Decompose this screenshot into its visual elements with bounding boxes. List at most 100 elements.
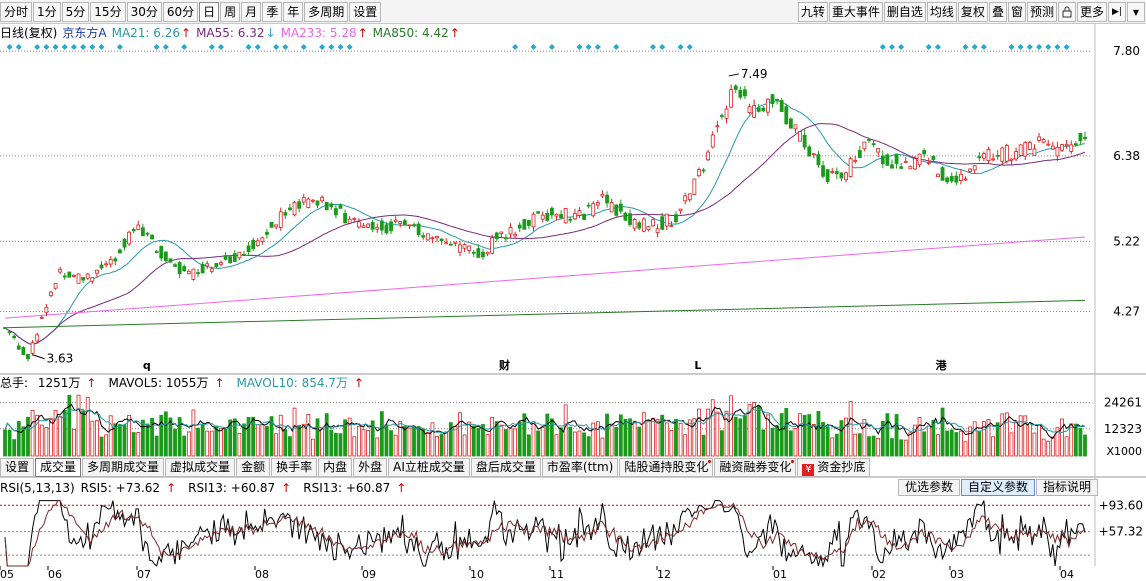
chart-name[interactable]: 日线(复权)	[0, 26, 58, 40]
candle-body	[490, 237, 495, 254]
tool-tab-6[interactable]: 窗	[1007, 2, 1026, 22]
tool-tab-1[interactable]: 重大事件	[828, 2, 883, 22]
dock-icon[interactable]: ▶|	[1108, 2, 1126, 22]
volume-bar	[632, 420, 637, 457]
candle-body	[1037, 136, 1041, 141]
candle-body	[471, 251, 476, 254]
candle-body	[811, 153, 816, 156]
rsi13-line	[4, 500, 1086, 567]
candle-body	[237, 251, 242, 259]
volume-bar	[402, 426, 407, 457]
volume-bar	[177, 417, 182, 457]
volume-bar	[577, 430, 582, 457]
volume-bar	[425, 432, 430, 457]
indicator-tab-12[interactable]: 融资融券变化	[714, 458, 797, 477]
indicator-tab-5[interactable]: 换手率	[271, 458, 318, 477]
candle-body	[922, 150, 927, 155]
candle-body	[867, 139, 871, 141]
period-tab-5[interactable]: 60分	[162, 2, 199, 22]
period-tab-0[interactable]: 分时	[0, 2, 33, 22]
low-label: 3.63	[47, 352, 74, 366]
signal-diamond	[962, 44, 969, 50]
volume-bar	[306, 414, 311, 457]
period-tab-10[interactable]: 年	[283, 2, 304, 22]
price-tick-label: 4.27	[1113, 305, 1140, 319]
rsi-param-label: RSI(5,13,13)	[0, 481, 75, 495]
month-label: 06	[48, 568, 62, 581]
tool-tab-5[interactable]: 叠	[988, 2, 1007, 22]
period-tab-3[interactable]: 15分	[90, 2, 126, 22]
period-tab-2[interactable]: 5分	[61, 2, 90, 22]
candle-body	[159, 245, 164, 259]
period-tab-4[interactable]: 30分	[126, 2, 162, 22]
rsi-buttons: 优选参数 自定义参数 指标说明	[897, 479, 1098, 496]
tool-tab-0[interactable]: 九转	[797, 2, 828, 22]
tool-tab-2[interactable]: 删自选	[883, 2, 926, 22]
volume-bar	[793, 427, 798, 457]
lock-icon[interactable]	[1057, 2, 1076, 22]
rsi-button-1[interactable]: 自定义参数	[960, 479, 1035, 496]
candle-body	[605, 194, 609, 204]
stock-name[interactable]: 京东方A	[62, 26, 107, 40]
mavol10-label: MAVOL10: 854.7万 ↑	[236, 376, 364, 390]
candle-body	[825, 169, 830, 182]
indicator-tab-2[interactable]: 多周期成交量	[82, 458, 165, 477]
indicator-tab-1[interactable]: 成交量	[35, 458, 82, 477]
period-tab-7[interactable]: 周	[220, 2, 241, 22]
tool-tab-7[interactable]: 预测	[1026, 2, 1057, 22]
volume-bar	[393, 434, 398, 457]
indicator-tab-6[interactable]: 内盘	[318, 458, 353, 477]
candle-body	[1078, 132, 1083, 142]
indicator-tab-13[interactable]: ¥ 资金抄底	[797, 458, 871, 477]
candle-body	[641, 218, 646, 232]
volume-bar	[595, 421, 600, 457]
period-tab-12[interactable]: 设置	[349, 2, 382, 22]
candle-body	[375, 226, 380, 230]
period-tab-1[interactable]: 1分	[33, 2, 61, 22]
candle-body	[444, 242, 449, 245]
down-arrow-icon: ↓	[265, 26, 276, 40]
tool-tab-3[interactable]: 均线	[926, 2, 957, 22]
candle-body	[163, 251, 168, 262]
period-tab-6[interactable]: 日	[199, 2, 220, 22]
indicator-tab-11[interactable]: 陆股通持股变化	[619, 458, 714, 477]
rsi-button-0[interactable]: 优选参数	[897, 479, 960, 496]
candle-body	[439, 238, 444, 242]
indicator-tab-9[interactable]: 盘后成交量	[470, 458, 541, 477]
volume-bar	[1000, 413, 1005, 457]
tool-tab-9[interactable]: 更多	[1076, 2, 1107, 22]
volume-bar	[260, 424, 265, 457]
indicator-tab-8[interactable]: AI立桩成交量	[388, 458, 470, 477]
volume-bar	[940, 407, 945, 457]
volume-bar	[476, 428, 481, 457]
candle-body	[150, 234, 154, 240]
indicator-tab-7[interactable]: 外盘	[353, 458, 388, 477]
candle-body	[168, 258, 173, 263]
candle-body	[536, 211, 541, 214]
period-tab-9[interactable]: 季	[262, 2, 283, 22]
candle-body	[214, 263, 219, 268]
volume-bar	[1023, 415, 1028, 457]
candle-body	[972, 165, 977, 171]
volume-bar	[706, 408, 711, 457]
signal-diamond	[659, 44, 666, 50]
indicator-tab-label: 陆股通持股变化	[624, 460, 709, 474]
volume-bar	[462, 434, 467, 457]
candle-body	[844, 172, 848, 181]
candle-body	[297, 201, 302, 209]
volume-bar	[972, 421, 977, 457]
period-tab-11[interactable]: 多周期	[304, 2, 349, 22]
indicator-tab-4[interactable]: 金额	[236, 458, 271, 477]
chevron-down-icon[interactable]: ▼	[1127, 2, 1145, 22]
indicator-tab-10[interactable]: 市盈率(ttm)	[541, 458, 619, 477]
rsi-button-2[interactable]: 指标说明	[1035, 479, 1098, 496]
indicator-tab-3[interactable]: 虚拟成交量	[165, 458, 236, 477]
period-tab-8[interactable]: 月	[241, 2, 262, 22]
candle-body	[788, 118, 793, 129]
volume-bar	[21, 426, 26, 457]
candle-body	[1000, 147, 1005, 162]
indicator-tab-label: 设置	[5, 460, 30, 474]
indicator-tab-0[interactable]: 设置	[0, 458, 35, 477]
tool-tab-4[interactable]: 复权	[957, 2, 988, 22]
